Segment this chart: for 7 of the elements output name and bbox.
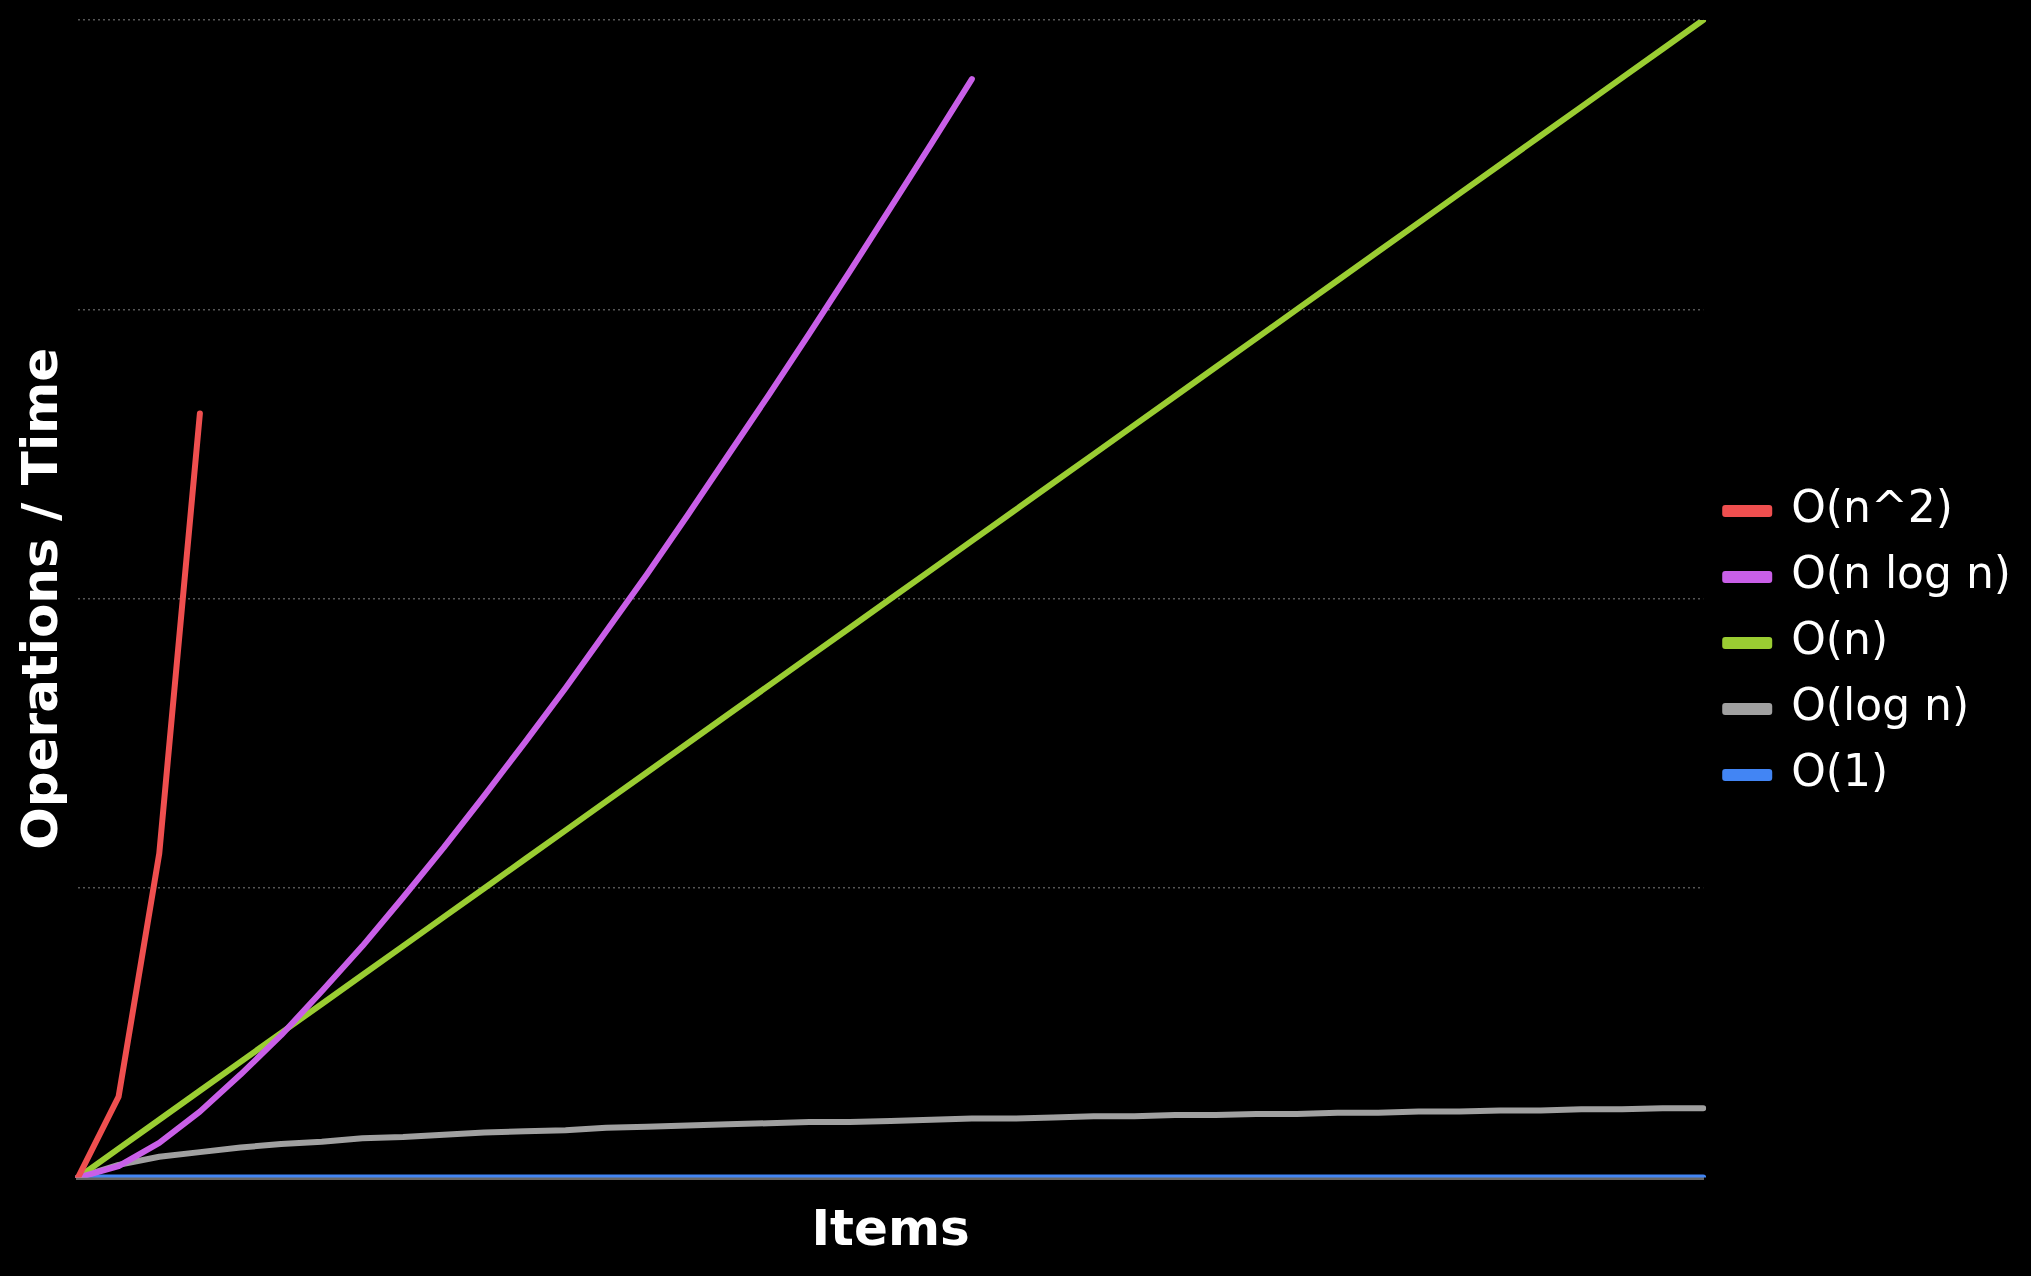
legend-label: O(log n) [1791,679,1970,731]
legend-label: O(n) [1791,613,1889,665]
legend-label: O(1) [1791,745,1889,797]
legend-label: O(n^2) [1791,481,1953,533]
x-axis-title: Items [811,1198,970,1257]
legend-label: O(n log n) [1791,547,2012,599]
y-axis-title: Operations / Time [10,347,69,850]
